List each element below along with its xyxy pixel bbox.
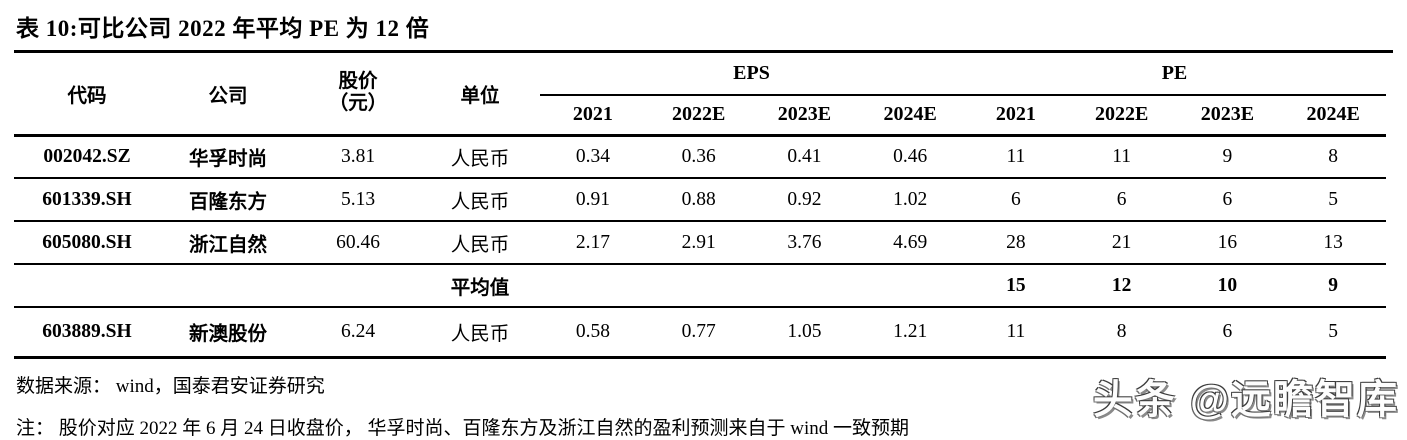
pe-value: 13 <box>1280 221 1386 265</box>
average-pe-value: 9 <box>1280 264 1386 308</box>
pe-value: 9 <box>1174 135 1281 179</box>
watermark: 头条 @远瞻智库 <box>1092 378 1399 422</box>
pe-value: 5 <box>1280 178 1386 222</box>
code-cell: 605080.SH <box>14 221 160 265</box>
col-header-unit: 单位 <box>420 53 540 137</box>
col-header-company: 公司 <box>160 53 296 137</box>
pe-value: 6 <box>1174 178 1281 222</box>
eps-value: 1.05 <box>751 307 858 359</box>
col-group-pe: PE <box>963 53 1386 96</box>
price-cell: 6.24 <box>296 307 420 359</box>
eps-value: 0.88 <box>645 178 752 222</box>
table-title: 表 10:可比公司 2022 年平均 PE 为 12 倍 <box>14 0 1393 53</box>
company-cell: 百隆东方 <box>160 178 296 222</box>
pe-value: 11 <box>963 307 1069 359</box>
average-pe-value: 15 <box>963 264 1069 308</box>
table-row: 002042.SZ 华孚时尚 3.81 人民币 0.34 0.36 0.41 0… <box>14 135 1386 179</box>
pe-value: 5 <box>1280 307 1386 359</box>
comparable-companies-table: 代码 公司 股价 （元） 单位 EPS PE 2021 2022E 2023E … <box>14 53 1386 359</box>
eps-value: 1.02 <box>857 178 963 222</box>
eps-value: 1.21 <box>857 307 963 359</box>
code-cell: 603889.SH <box>14 307 160 359</box>
price-cell: 60.46 <box>296 221 420 265</box>
col-header-price-line1: 股价 <box>338 70 378 92</box>
pe-year-2022e: 2022E <box>1068 95 1175 137</box>
eps-value: 0.91 <box>540 178 646 222</box>
data-source-line: 数据来源： wind，国泰君安证券研究 <box>16 375 325 397</box>
eps-value: 0.77 <box>645 307 752 359</box>
average-row: 平均值 15 12 10 9 <box>14 264 1386 308</box>
empty-cell <box>296 264 420 308</box>
average-label: 平均值 <box>420 264 540 308</box>
company-cell: 华孚时尚 <box>160 135 296 179</box>
table-row: 605080.SH 浙江自然 60.46 人民币 2.17 2.91 3.76 … <box>14 221 1386 265</box>
unit-cell: 人民币 <box>420 307 540 359</box>
pe-value: 16 <box>1174 221 1281 265</box>
pe-value: 6 <box>1174 307 1281 359</box>
pe-value: 28 <box>963 221 1069 265</box>
table-row: 601339.SH 百隆东方 5.13 人民币 0.91 0.88 0.92 1… <box>14 178 1386 222</box>
pe-year-2024e: 2024E <box>1280 95 1386 137</box>
pe-value: 8 <box>1068 307 1175 359</box>
empty-cell <box>751 264 858 308</box>
eps-value: 0.36 <box>645 135 752 179</box>
pe-value: 6 <box>1068 178 1175 222</box>
company-cell: 新澳股份 <box>160 307 296 359</box>
pe-value: 6 <box>963 178 1069 222</box>
col-header-price: 股价 （元） <box>296 53 420 137</box>
eps-value: 0.46 <box>857 135 963 179</box>
eps-year-2023e: 2023E <box>751 95 858 137</box>
eps-year-2024e: 2024E <box>857 95 963 137</box>
pe-value: 11 <box>963 135 1069 179</box>
table-row: 603889.SH 新澳股份 6.24 人民币 0.58 0.77 1.05 1… <box>14 307 1386 359</box>
pe-year-2021: 2021 <box>963 95 1069 137</box>
header-years-row: 2021 2022E 2023E 2024E 2021 2022E 2023E … <box>14 95 1386 137</box>
eps-value: 4.69 <box>857 221 963 265</box>
average-pe-value: 10 <box>1174 264 1281 308</box>
eps-value: 0.34 <box>540 135 646 179</box>
pe-value: 21 <box>1068 221 1175 265</box>
empty-cell <box>645 264 752 308</box>
col-header-price-line2: （元） <box>328 93 388 115</box>
eps-year-2022e: 2022E <box>645 95 752 137</box>
empty-cell <box>857 264 963 308</box>
unit-cell: 人民币 <box>420 221 540 265</box>
eps-value: 2.91 <box>645 221 752 265</box>
empty-cell <box>14 264 160 308</box>
pe-value: 8 <box>1280 135 1386 179</box>
code-cell: 002042.SZ <box>14 135 160 179</box>
pe-value: 11 <box>1068 135 1175 179</box>
average-pe-value: 12 <box>1068 264 1175 308</box>
report-page: 表 10:可比公司 2022 年平均 PE 为 12 倍 代码 公司 股价 （元… <box>14 0 1393 439</box>
unit-cell: 人民币 <box>420 178 540 222</box>
pe-year-2023e: 2023E <box>1174 95 1281 137</box>
eps-value: 0.58 <box>540 307 646 359</box>
company-cell: 浙江自然 <box>160 221 296 265</box>
empty-cell <box>160 264 296 308</box>
eps-value: 3.76 <box>751 221 858 265</box>
unit-cell: 人民币 <box>420 135 540 179</box>
header-group-row: 代码 公司 股价 （元） 单位 EPS PE <box>14 53 1386 137</box>
col-group-eps: EPS <box>540 53 963 96</box>
price-cell: 3.81 <box>296 135 420 179</box>
eps-year-2021: 2021 <box>540 95 646 137</box>
eps-value: 2.17 <box>540 221 646 265</box>
eps-value: 0.92 <box>751 178 858 222</box>
price-cell: 5.13 <box>296 178 420 222</box>
code-cell: 601339.SH <box>14 178 160 222</box>
col-header-code: 代码 <box>14 53 160 137</box>
empty-cell <box>540 264 646 308</box>
eps-value: 0.41 <box>751 135 858 179</box>
